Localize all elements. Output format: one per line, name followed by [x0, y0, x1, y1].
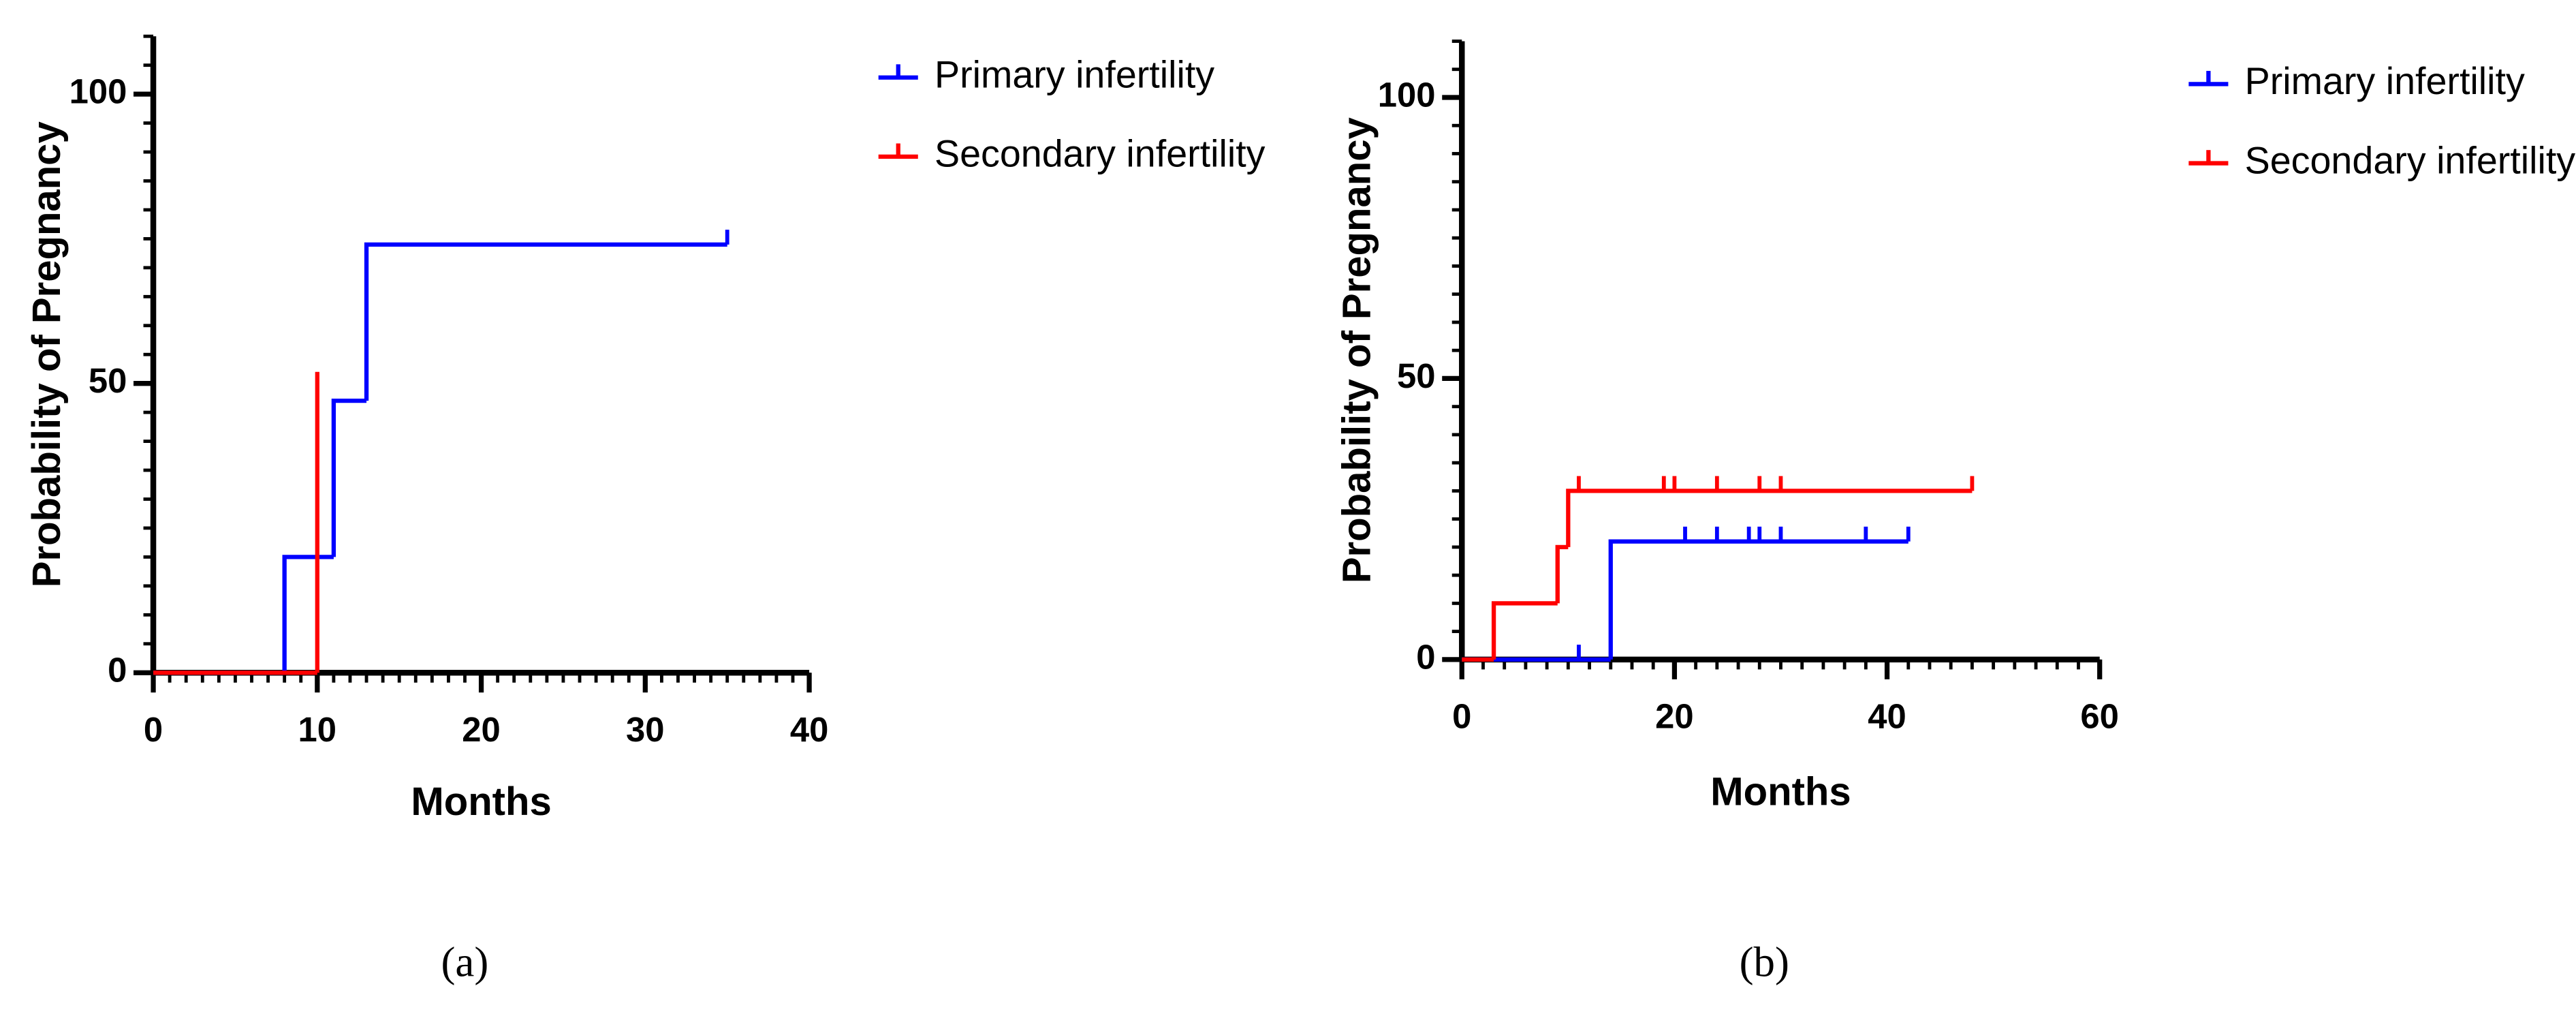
step-segment [282, 555, 334, 673]
step-segment [364, 242, 727, 401]
y-tick-label: 0 [1416, 637, 1435, 676]
x-tick-label: 60 [2080, 696, 2119, 735]
x-tick-label: 20 [462, 710, 501, 749]
x-tick-label: 40 [790, 710, 829, 749]
step-segment [331, 399, 367, 557]
x-tick-label: 0 [144, 710, 163, 749]
panel-label: (a) [441, 938, 488, 985]
x-axis-title: Months [411, 780, 551, 824]
y-tick-label: 100 [69, 72, 127, 111]
y-axis-title: Probability of Pregnancy [25, 121, 69, 587]
legend-label: Secondary infertility [934, 133, 1266, 175]
y-tick-label: 0 [108, 651, 127, 690]
y-tick-label: 50 [89, 361, 127, 400]
x-tick-label: 30 [626, 710, 665, 749]
y-axis-title: Probability of Pregnancy [1335, 117, 1379, 583]
x-tick-label: 40 [1868, 696, 1906, 735]
x-tick-label: 0 [1452, 696, 1471, 735]
step-segment [1566, 489, 1973, 547]
x-tick-label: 20 [1655, 696, 1694, 735]
step-segment [1555, 544, 1569, 604]
legend-label: Secondary infertility [2245, 139, 2576, 181]
step-segment [1491, 601, 1558, 660]
chart-panel: 0 10 20 30 40 0 50 100 Months Probability of Preg… [25, 34, 1266, 985]
x-tick-label: 10 [298, 710, 337, 749]
y-tick-label: 100 [1378, 75, 1436, 114]
step-segment [1608, 539, 1909, 660]
x-axis-title: Months [1710, 770, 1851, 814]
legend-label: Primary infertility [2245, 60, 2525, 102]
chart-panel: 0 20 40 60 0 50 100 Months Probability of Pregna… [1335, 40, 2576, 985]
legend-label: Primary infertility [934, 53, 1214, 95]
panel-label: (b) [1740, 938, 1789, 985]
y-tick-label: 50 [1397, 356, 1436, 395]
